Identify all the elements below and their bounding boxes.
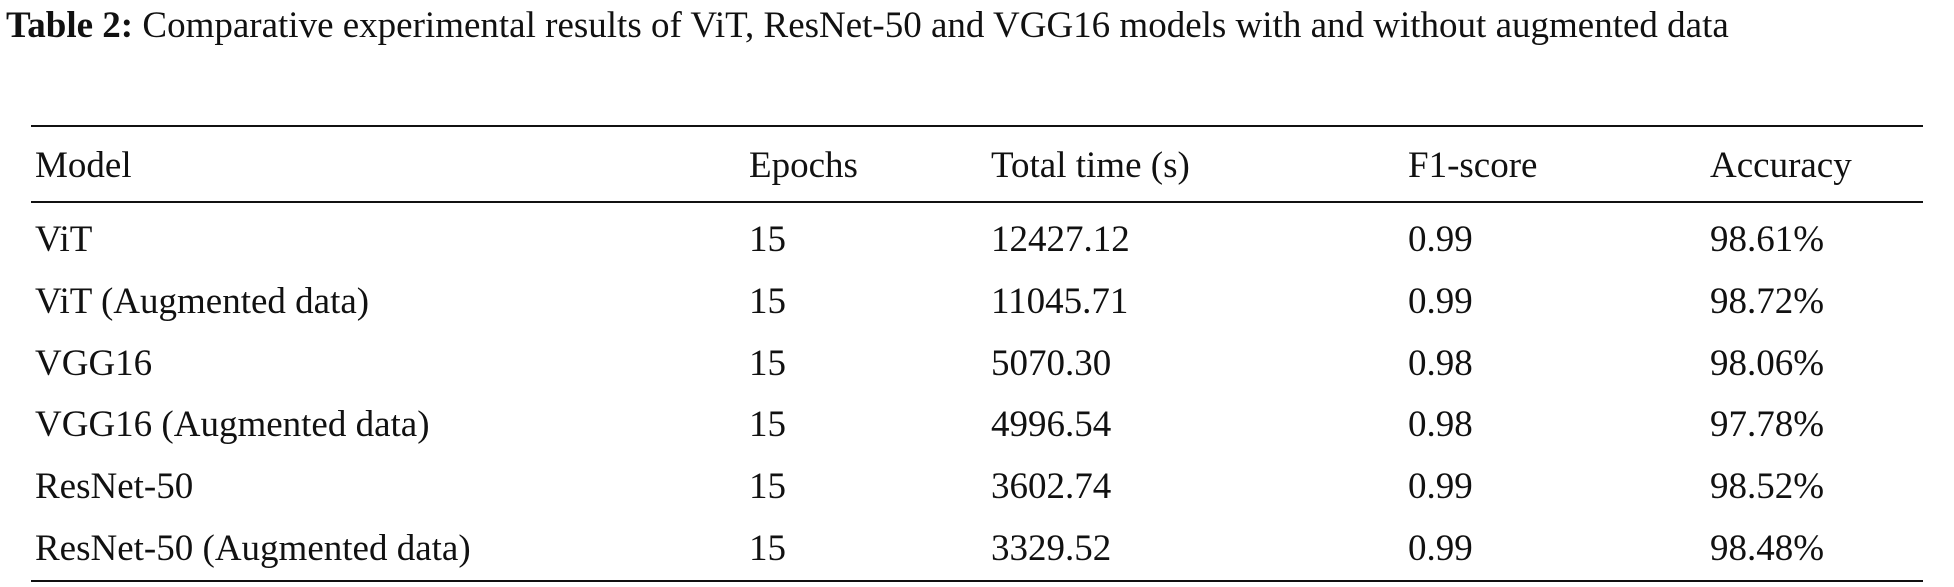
header-cell: Accuracy	[1710, 145, 1852, 186]
table-cell: 0.99	[1408, 528, 1473, 569]
table-cell: ResNet-50 (Augmented data)	[35, 528, 471, 569]
header-cell: Epochs	[749, 145, 858, 186]
table-cell: ViT	[35, 219, 93, 260]
table-cell: 15	[749, 280, 786, 322]
table-cell: 98.61%	[1710, 219, 1825, 260]
table-cell: 98.52%	[1710, 466, 1825, 508]
table-cell: 11045.71	[991, 280, 1129, 322]
table-cell: 3329.52	[991, 528, 1112, 569]
table-cell: 0.98	[1408, 342, 1473, 384]
top-rule	[31, 125, 1923, 127]
header-cell: F1-score	[1408, 145, 1538, 186]
table-cell: 0.99	[1408, 219, 1473, 260]
header-cell: Total time (s)	[991, 145, 1190, 186]
table-cell: 4996.54	[991, 404, 1112, 446]
table-cell: 3602.74	[991, 466, 1112, 508]
table-cell: ResNet-50	[35, 466, 194, 508]
header-rule	[31, 201, 1923, 203]
table-cell: 5070.30	[991, 342, 1112, 384]
table-cell: 12427.12	[991, 219, 1130, 260]
table-cell: 98.72%	[1710, 280, 1825, 322]
table-cell: 15	[749, 528, 786, 569]
table-cell: 98.48%	[1710, 528, 1825, 569]
table-cell: 15	[749, 342, 786, 384]
table-cell: VGG16	[35, 342, 153, 384]
caption-text: Comparative experimental results of ViT,…	[142, 5, 1729, 46]
table-cell: 0.99	[1408, 466, 1473, 508]
table-cell: 97.78%	[1710, 404, 1825, 446]
table-cell: 0.99	[1408, 280, 1473, 322]
table-cell: 98.06%	[1710, 342, 1825, 384]
table-cell: 15	[749, 466, 786, 508]
table-cell: ViT (Augmented data)	[35, 280, 370, 322]
table-cell: 15	[749, 219, 786, 260]
bottom-rule	[31, 580, 1923, 582]
table-cell: 0.98	[1408, 404, 1473, 446]
table-caption: Table 2: Comparative experimental result…	[6, 6, 1946, 46]
caption-label: Table 2:	[6, 5, 134, 46]
table-cell: 15	[749, 404, 786, 446]
header-cell: Model	[35, 145, 132, 186]
table-cell: VGG16 (Augmented data)	[35, 404, 430, 446]
